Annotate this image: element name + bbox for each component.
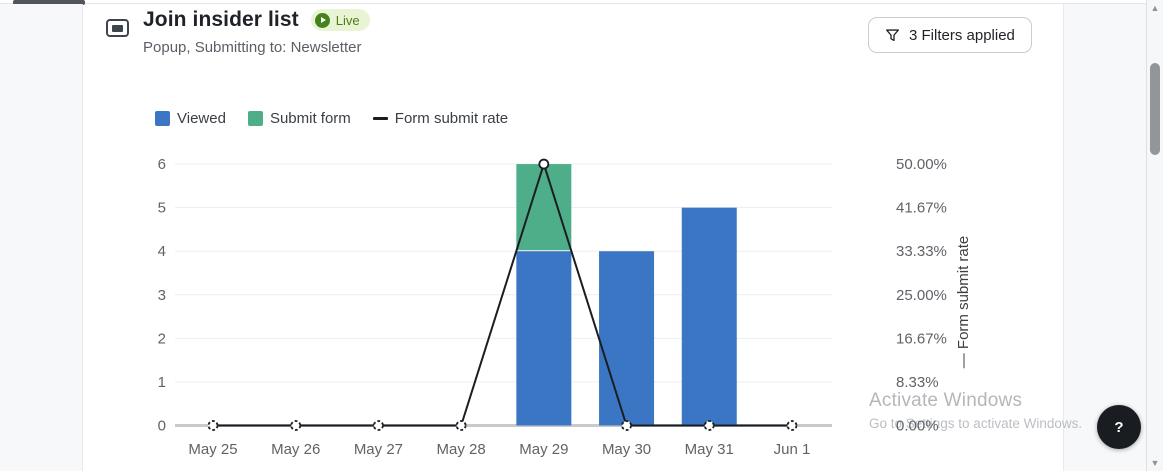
- right-axis-tick: 25.00%: [896, 287, 947, 304]
- form-header: Join insider list Live: [143, 8, 370, 32]
- legend-label-submit-form: Submit form: [269, 110, 351, 127]
- popup-form-icon: [106, 19, 129, 37]
- x-axis-label: May 29: [519, 441, 568, 458]
- legend-label-form-submit-rate: Form submit rate: [394, 110, 509, 127]
- left-axis-tick: 0: [158, 418, 166, 435]
- bar-submit-form[interactable]: [516, 164, 572, 251]
- form-submit-rate-swatch: [372, 117, 388, 120]
- bar-viewed[interactable]: [516, 251, 572, 426]
- submit-form-swatch: [247, 111, 263, 126]
- x-axis-label: May 30: [602, 441, 651, 458]
- right-axis-title: — Form submit rate: [955, 236, 972, 369]
- rate-point-marker[interactable]: [373, 420, 384, 431]
- activate-windows-watermark: Activate Windows: [869, 390, 1023, 411]
- x-axis-label: May 26: [271, 441, 320, 458]
- right-axis-tick: 41.67%: [896, 200, 947, 217]
- left-axis-tick: 5: [158, 200, 166, 217]
- form-submit-rate-line: [213, 160, 792, 427]
- bar-viewed[interactable]: [681, 207, 737, 426]
- scrollbar-thumb[interactable]: [1150, 63, 1160, 155]
- page-right-gutter: [1063, 4, 1146, 471]
- x-axis-label: May 27: [354, 441, 403, 458]
- legend-label-viewed: Viewed: [177, 110, 226, 127]
- rate-point-marker[interactable]: [290, 420, 302, 431]
- analytics-chart: 0 1 2 3 4 5 6 0.00% 8.33% 16.67% 25.00% 33.33% 41.67…: [158, 156, 972, 458]
- live-status-label: Live: [335, 12, 360, 28]
- legend-item-submit-form: Submit form: [247, 110, 351, 127]
- x-axis-label: May 31: [685, 441, 734, 458]
- right-axis-tick: 16.67%: [896, 330, 947, 347]
- bar-viewed[interactable]: [599, 251, 655, 426]
- left-axis-tick: 6: [158, 156, 166, 173]
- right-axis-tick: 8.33%: [896, 374, 939, 391]
- play-icon: [314, 12, 330, 28]
- chart-legend: Viewed Submit form Form submit rate: [155, 110, 508, 127]
- legend-item-viewed: Viewed: [155, 110, 226, 127]
- scroll-up-icon[interactable]: ▲: [1150, 3, 1160, 13]
- vertical-scrollbar[interactable]: ▲ ▼: [1146, 0, 1163, 471]
- rate-point-marker[interactable]: [621, 420, 632, 431]
- right-axis-tick: 0.00%: [896, 418, 939, 435]
- x-axis-label: Jun 1: [774, 441, 811, 458]
- left-axis-tick: 2: [158, 330, 166, 347]
- legend-item-form-submit-rate: Form submit rate: [372, 110, 509, 127]
- help-button[interactable]: ?: [1097, 405, 1141, 449]
- rate-point-marker[interactable]: [455, 420, 467, 431]
- viewed-swatch: [155, 111, 170, 126]
- filters-applied-button[interactable]: 3 Filters applied: [868, 17, 1032, 53]
- rate-point-marker[interactable]: [207, 420, 219, 431]
- page-title: Join insider list: [143, 8, 299, 31]
- filter-funnel-icon: [886, 28, 899, 41]
- scroll-down-icon[interactable]: ▼: [1150, 458, 1160, 468]
- help-button-label: ?: [1114, 418, 1124, 436]
- right-axis-tick: 33.33%: [896, 243, 947, 260]
- x-axis-label: May 28: [437, 441, 486, 458]
- left-axis-tick: 4: [158, 243, 166, 260]
- rate-point-marker[interactable]: [703, 420, 715, 431]
- right-axis-tick: 50.00%: [896, 156, 947, 173]
- rate-point-marker[interactable]: [538, 158, 550, 170]
- x-axis-label: May 25: [188, 441, 237, 458]
- filters-applied-label: 3 Filters applied: [909, 26, 1015, 44]
- form-subtitle: Popup, Submitting to: Newsletter: [143, 39, 362, 56]
- left-axis-tick: 3: [158, 287, 166, 304]
- left-axis-tick: 1: [158, 374, 166, 391]
- activate-windows-watermark-sub: Go to Settings to activate Windows.: [869, 416, 1083, 431]
- top-scroll-indicator: [13, 0, 85, 5]
- page-left-gutter: [0, 4, 83, 471]
- live-status-badge: Live: [310, 9, 370, 31]
- rate-point-marker[interactable]: [786, 420, 798, 431]
- top-divider: [0, 3, 1163, 4]
